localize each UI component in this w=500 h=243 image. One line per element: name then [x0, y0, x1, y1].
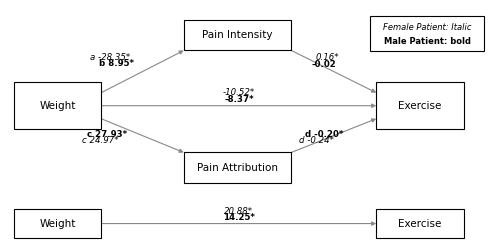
Text: Male Patient: bold: Male Patient: bold [384, 37, 470, 46]
Text: b 8.95*: b 8.95* [99, 59, 134, 68]
FancyBboxPatch shape [370, 16, 484, 51]
Text: c 24.97*: c 24.97* [82, 136, 118, 145]
FancyBboxPatch shape [376, 209, 464, 238]
Text: Weight: Weight [40, 218, 76, 229]
FancyBboxPatch shape [14, 209, 101, 238]
Text: c 27.93*: c 27.93* [88, 130, 128, 139]
Text: 0.16*: 0.16* [316, 53, 340, 62]
Text: -10.52*: -10.52* [223, 88, 255, 97]
FancyBboxPatch shape [184, 153, 291, 183]
Text: Exercise: Exercise [398, 101, 442, 111]
Text: d -0.24*: d -0.24* [299, 136, 334, 145]
FancyBboxPatch shape [14, 82, 101, 130]
Text: Female Patient: Italic: Female Patient: Italic [383, 23, 471, 32]
Text: d -0.20*: d -0.20* [305, 130, 343, 139]
Text: -0.02: -0.02 [312, 60, 336, 69]
Text: Weight: Weight [40, 101, 76, 111]
Text: 14.25*: 14.25* [223, 213, 255, 222]
FancyBboxPatch shape [184, 20, 291, 51]
FancyBboxPatch shape [376, 82, 464, 130]
Text: Pain Intensity: Pain Intensity [202, 30, 273, 40]
Text: Pain Attribution: Pain Attribution [197, 163, 278, 173]
Text: -8.37*: -8.37* [224, 95, 254, 104]
Text: a -28.35*: a -28.35* [90, 53, 130, 62]
Text: 20.88*: 20.88* [224, 207, 254, 216]
Text: Exercise: Exercise [398, 218, 442, 229]
